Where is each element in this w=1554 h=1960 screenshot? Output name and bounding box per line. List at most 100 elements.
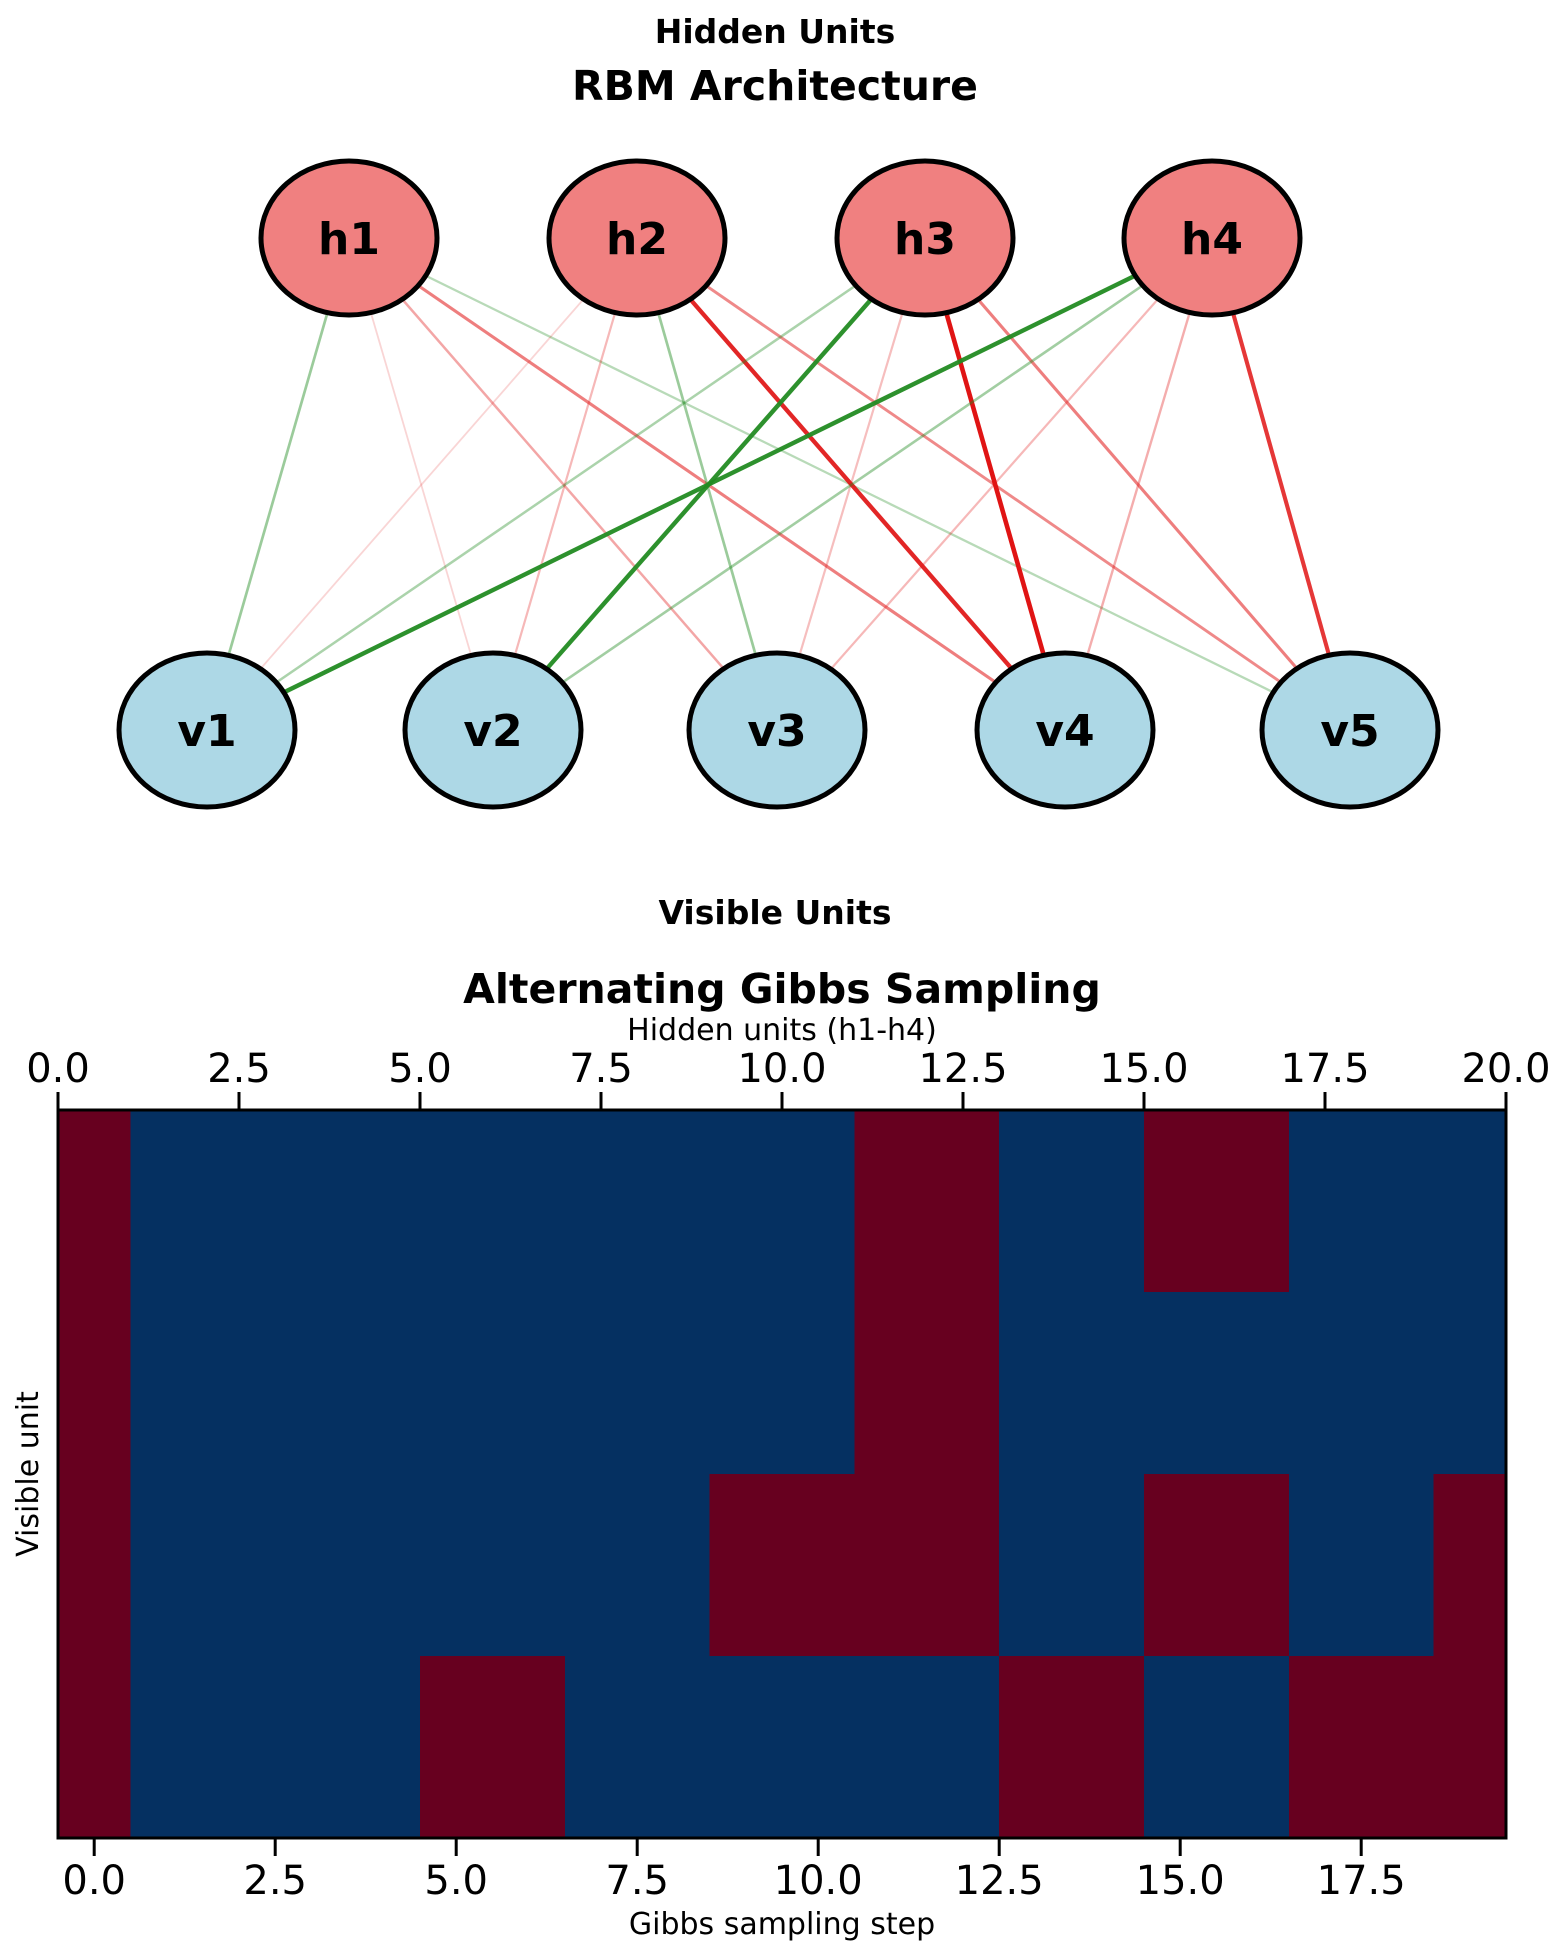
heatmap-cell-r2-c2	[202, 1474, 276, 1657]
edge-h4-v1	[206, 236, 1213, 732]
heatmap-top-axis-label: Hidden units (h1-h4)	[627, 1013, 937, 1048]
heatmap-cell-r2-c15	[1144, 1474, 1217, 1657]
hidden-node-label-h1: h1	[318, 214, 380, 265]
heatmap-axes: 0.0 2.5 5.0 7.5 10.0 12.5 15.0 17.5 20.0 0.0 2.5 5.…	[26, 1046, 1550, 1904]
heatmap-cell-r1-c9	[709, 1292, 783, 1475]
heatmap-cell-r0-c16	[1216, 1110, 1290, 1293]
heatmap-cell-r2-c1	[130, 1474, 204, 1657]
top-tick-label-17.5: 17.5	[1280, 1046, 1369, 1092]
edge-h3-v3	[775, 237, 927, 731]
heatmap-cell-r3-c19	[1433, 1656, 1507, 1839]
top-tick-label-0.0: 0.0	[26, 1046, 90, 1092]
heatmap-cell-r2-c0	[58, 1474, 131, 1657]
heatmap-cell-r0-c11	[854, 1110, 928, 1293]
top-tick-label-15.0: 15.0	[1099, 1046, 1188, 1092]
heatmap-cell-r0-c2	[202, 1110, 276, 1293]
heatmap-cell-r0-c14	[1071, 1110, 1145, 1293]
top-tick-label-10.0: 10.0	[737, 1046, 826, 1092]
hidden-node-h2	[546, 158, 728, 318]
hidden-node-label-h3: h3	[894, 214, 956, 265]
bottom-tick-label-12.5: 12.5	[955, 1858, 1044, 1904]
heatmap-cell-r2-c13	[999, 1474, 1073, 1657]
edge-h1-v1	[205, 237, 351, 731]
unit-nodes: h1 h2 h3 h4 v1 v2 v3 v4 v5	[116, 158, 1441, 810]
heatmap-cell-r3-c6	[492, 1656, 566, 1839]
visible-node-label-v3: v3	[747, 706, 806, 757]
visible-node-label-v1: v1	[177, 706, 236, 757]
edge-h2-v4	[635, 236, 1067, 732]
heatmap-cell-r2-c7	[564, 1474, 638, 1657]
bottom-tick-label-7.5: 7.5	[605, 1858, 669, 1904]
heatmap-cell-r2-c4	[347, 1474, 421, 1657]
heatmap-cell-r3-c4	[347, 1656, 421, 1839]
visible-node-v3	[686, 650, 868, 810]
visible-units-row-label: Visible Units	[658, 893, 891, 932]
heatmap-cell-r2-c3	[275, 1474, 349, 1657]
heatmap-cell-r0-c19	[1433, 1110, 1507, 1293]
heatmap-cell-r3-c1	[130, 1656, 204, 1839]
edge-h1-v2	[348, 237, 494, 731]
heatmap-cell-r1-c5	[420, 1292, 493, 1475]
top-tick-label-12.5: 12.5	[918, 1046, 1007, 1092]
hidden-node-h3	[834, 158, 1016, 318]
heatmap-cell-r0-c15	[1144, 1110, 1217, 1293]
top-tick-label-20.0: 20.0	[1461, 1046, 1550, 1092]
edge-h2-v2	[491, 237, 639, 731]
heatmap-cell-r2-c11	[854, 1474, 928, 1657]
heatmap-cell-r1-c13	[999, 1292, 1073, 1475]
heatmap-cell-r1-c11	[854, 1292, 928, 1475]
heatmap-cell-r3-c17	[1288, 1656, 1362, 1839]
heatmap-cell-r2-c16	[1216, 1474, 1290, 1657]
edge-h3-v5	[923, 236, 1352, 732]
heatmap-cell-r3-c8	[637, 1656, 711, 1839]
heatmap-cell-r0-c18	[1361, 1110, 1435, 1293]
bottom-tick-label-2.5: 2.5	[243, 1858, 307, 1904]
heatmap-cell-r3-c3	[275, 1656, 349, 1839]
heatmap-cell-r1-c0	[58, 1292, 131, 1475]
visible-node-label-v4: v4	[1035, 706, 1094, 757]
edge-h4-v2	[492, 236, 1213, 732]
heatmap-cell-r2-c5	[420, 1474, 493, 1657]
top-tick-label-7.5: 7.5	[569, 1046, 633, 1092]
heatmap-cell-r3-c18	[1361, 1656, 1435, 1839]
heatmap-cell-r2-c17	[1288, 1474, 1362, 1657]
gibbs-heatmap	[58, 1110, 1507, 1839]
heatmap-title: Alternating Gibbs Sampling	[463, 965, 1101, 1013]
heatmap-cell-r0-c8	[637, 1110, 711, 1293]
heatmap-cell-r1-c4	[347, 1292, 421, 1475]
heatmap-cell-r1-c19	[1433, 1292, 1507, 1475]
heatmap-cell-r3-c13	[999, 1656, 1073, 1839]
heatmap-cell-r0-c1	[130, 1110, 204, 1293]
architecture-title: RBM Architecture	[572, 62, 978, 110]
heatmap-cell-r1-c10	[782, 1292, 855, 1475]
heatmap-cell-r1-c6	[492, 1292, 566, 1475]
hidden-units-row-label: Hidden Units	[655, 12, 896, 51]
bottom-tick-label-0.0: 0.0	[62, 1858, 126, 1904]
heatmap-cell-r0-c10	[782, 1110, 855, 1293]
heatmap-cell-r1-c3	[275, 1292, 349, 1475]
heatmap-cell-r1-c18	[1361, 1292, 1435, 1475]
heatmap-cell-r2-c8	[637, 1474, 711, 1657]
heatmap-cell-r1-c17	[1288, 1292, 1362, 1475]
heatmap-cell-r2-c9	[709, 1474, 783, 1657]
heatmap-cell-r1-c14	[1071, 1292, 1145, 1475]
edge-h4-v5	[1210, 237, 1352, 731]
heatmap-cell-r3-c10	[782, 1656, 855, 1839]
heatmap-cell-r0-c4	[347, 1110, 421, 1293]
bottom-tick-label-17.5: 17.5	[1317, 1858, 1406, 1904]
heatmap-cell-r1-c12	[926, 1292, 1000, 1475]
heatmap-cell-r2-c18	[1361, 1474, 1435, 1657]
heatmap-cell-r3-c12	[926, 1656, 1000, 1839]
heatmap-cell-r1-c8	[637, 1292, 711, 1475]
hidden-node-label-h2: h2	[606, 214, 668, 265]
heatmap-cell-r2-c14	[1071, 1474, 1145, 1657]
bottom-tick-label-15.0: 15.0	[1136, 1858, 1225, 1904]
heatmap-cell-r1-c1	[130, 1292, 204, 1475]
visible-node-v2	[402, 650, 584, 810]
top-tick-label-5.0: 5.0	[388, 1046, 452, 1092]
heatmap-cell-r1-c7	[564, 1292, 638, 1475]
edge-h3-v4	[922, 237, 1068, 731]
heatmap-cell-r3-c0	[58, 1656, 131, 1839]
